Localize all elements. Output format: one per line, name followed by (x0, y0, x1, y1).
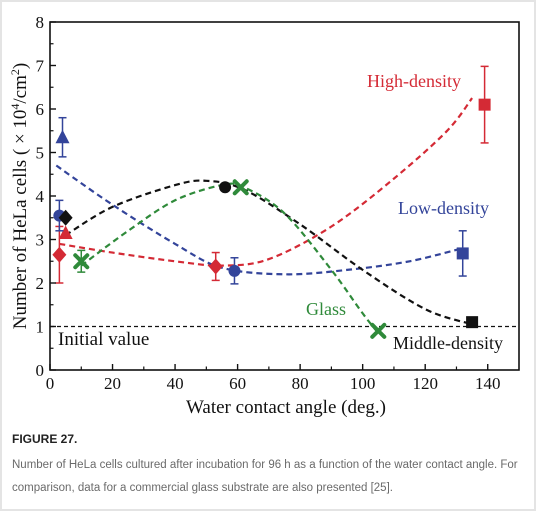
point-middle-density-2 (466, 316, 479, 329)
point-glass-1 (232, 179, 249, 196)
point-middle-density-1 (219, 181, 232, 194)
x-tick-label-120: 120 (412, 374, 438, 393)
point-low-density-0 (55, 129, 70, 144)
x-tick-label-60: 60 (229, 374, 246, 393)
initial-value-label: Initial value (58, 329, 149, 350)
y-tick-label-4: 4 (36, 187, 45, 206)
y-axis-label-mid: /cm (10, 75, 31, 104)
y-tick-label-7: 7 (36, 57, 45, 76)
point-high-density-0 (52, 246, 67, 263)
x-tick-label-140: 140 (475, 374, 501, 393)
x-tick-label-40: 40 (167, 374, 184, 393)
point-glass-0 (73, 253, 90, 270)
point-glass-2-stroke-b (370, 322, 387, 339)
point-glass-0-stroke-b (73, 253, 90, 270)
x-tick-label-80: 80 (292, 374, 309, 393)
x-tick-label-20: 20 (104, 374, 121, 393)
point-middle-density-0 (58, 209, 73, 226)
point-high-density-1 (58, 225, 73, 239)
trend-line-high-density (59, 97, 473, 267)
series-label-glass: Glass (306, 299, 346, 319)
scatter-chart: 0 20 40 60 80 100 120 140 0 1 2 3 4 5 6 7 8 Initial valu… (8, 13, 520, 418)
y-tick-label-2: 2 (36, 274, 45, 293)
figure-caption: Number of HeLa cells cultured after incu… (12, 459, 518, 494)
x-axis-label: Water contact angle (deg.) (186, 397, 386, 418)
x-tick-label-100: 100 (350, 374, 376, 393)
y-tick-label-6: 6 (36, 100, 45, 119)
series-label-middle-density: Middle-density (393, 333, 503, 353)
point-glass-2 (370, 322, 387, 339)
x-tick-label-0: 0 (46, 374, 55, 393)
y-tick-label-8: 8 (36, 13, 45, 32)
y-tick-label-3: 3 (36, 231, 45, 250)
y-axis-label-end: ) (10, 63, 31, 69)
data-points (52, 65, 491, 339)
point-high-density-2 (208, 258, 223, 275)
point-low-density-3 (456, 247, 469, 260)
series-label-high-density: High-density (367, 71, 461, 91)
axes: 0 20 40 60 80 100 120 140 0 1 2 3 4 5 6 7 8 (36, 13, 520, 393)
y-axis-label: Number of HeLa cells ( × 104/cm2) (8, 63, 31, 329)
point-low-density-2 (228, 264, 241, 277)
point-glass-1-stroke-b (232, 179, 249, 196)
y-axis-label-exp1: 4 (8, 104, 22, 110)
y-tick-label-1: 1 (36, 318, 45, 337)
y-tick-label-5: 5 (36, 144, 45, 163)
y-tick-label-0: 0 (36, 361, 45, 380)
figure-title: FIGURE 27. (12, 432, 78, 446)
trend-line-low-density (55, 164, 463, 276)
series-label-low-density: Low-density (398, 198, 489, 218)
y-axis-label-main: Number of HeLa cells ( × 10 (10, 110, 31, 330)
y-axis-label-exp2: 2 (8, 69, 22, 75)
point-high-density-3 (478, 98, 491, 111)
